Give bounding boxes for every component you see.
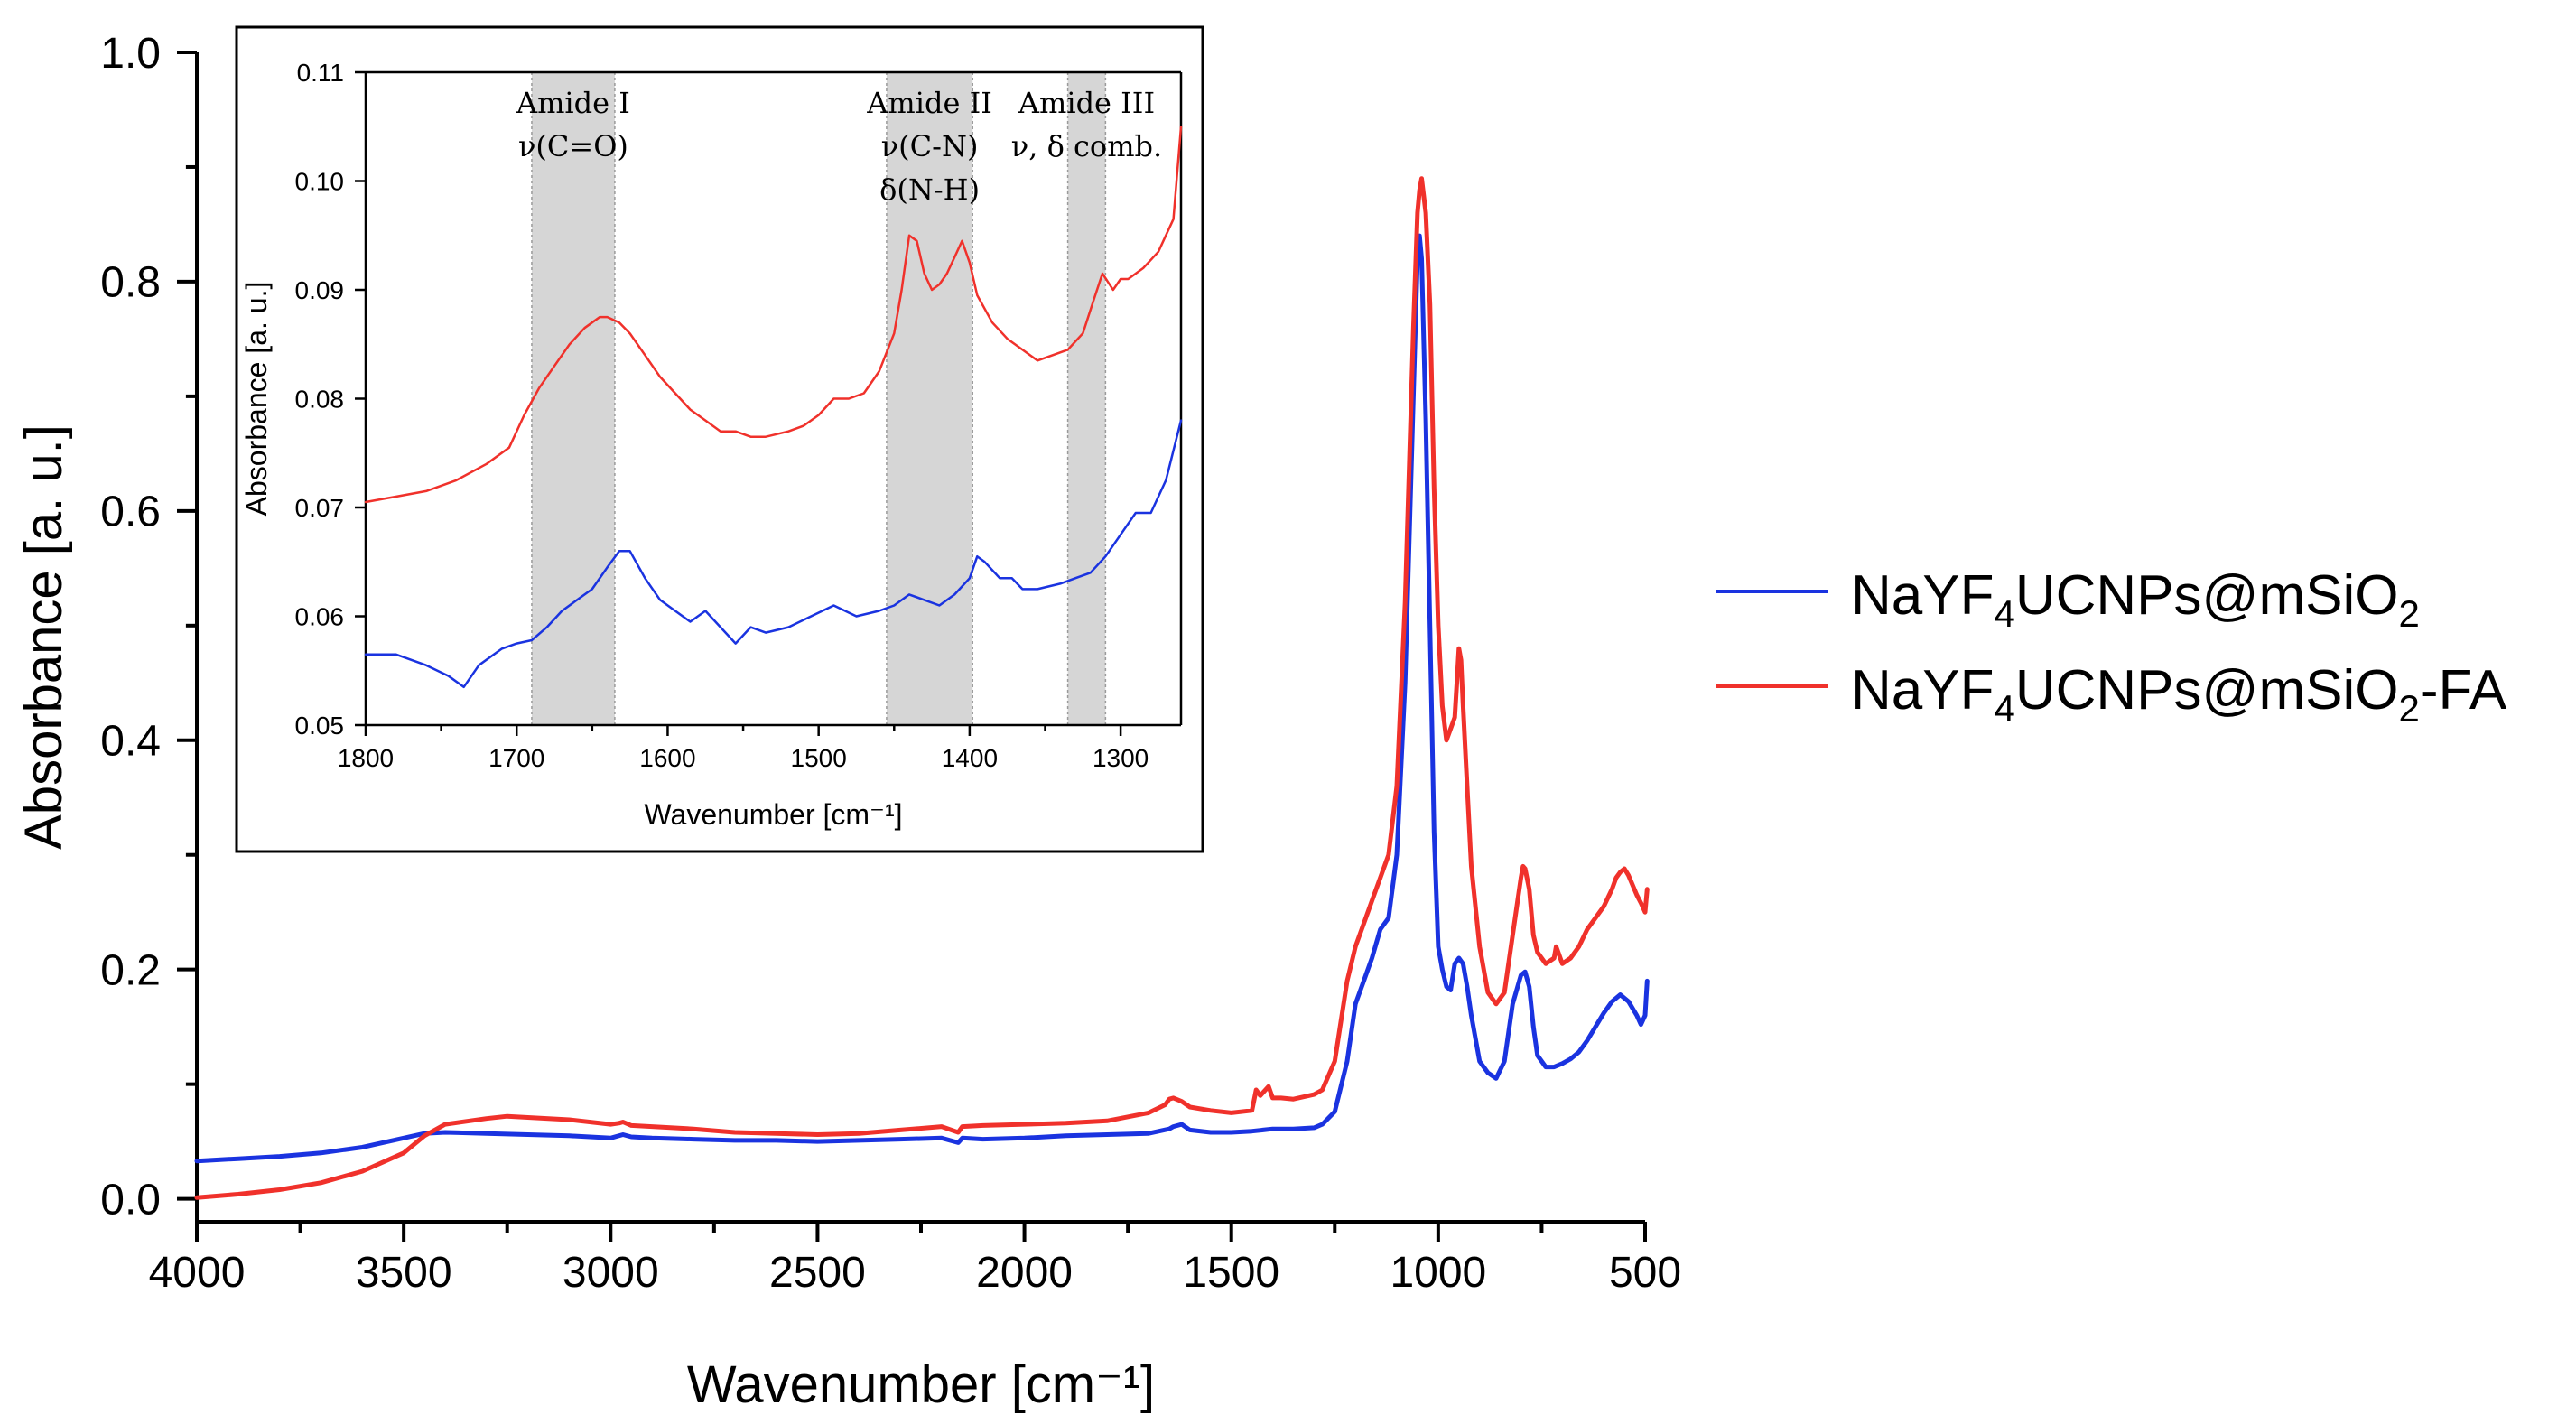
inset-y-tick-label-4: 0.09 <box>295 276 345 304</box>
inset-y-tick-label-6: 0.11 <box>297 59 344 87</box>
inset-y-tick-label-5: 0.10 <box>295 167 345 195</box>
main-x-tick-label-7: 500 <box>1609 1249 1681 1297</box>
inset-y-axis-title: Absorbance [a. u.] <box>240 282 273 517</box>
inset-x-tick-label-1: 1700 <box>488 744 544 772</box>
main-x-tick-label-6: 1000 <box>1390 1249 1486 1297</box>
inset-x-axis-title: Wavenumber [cm⁻¹] <box>645 798 903 831</box>
main-y-axis-title: Absorbance [a. u.] <box>14 424 73 850</box>
inset-band-2 <box>1067 72 1106 725</box>
inset-y-tick-label-1: 0.06 <box>295 602 345 630</box>
main-series-1 <box>194 176 1650 1200</box>
inset-band-0 <box>531 72 615 725</box>
main-x-tick-label-4: 2000 <box>976 1249 1073 1297</box>
inset-band-label-0-0: Amide I <box>516 86 630 120</box>
main-y-tick-label-5: 1.0 <box>100 30 161 78</box>
inset-series-1 <box>364 126 1183 504</box>
main-y-tick-label-0: 0.0 <box>100 1176 161 1224</box>
inset-series-0 <box>364 419 1183 689</box>
inset-frame <box>235 25 1204 853</box>
inset-band-label-2-1: ν, δ comb. <box>1011 129 1162 163</box>
inset-band-label-1-1: ν(C-N) <box>881 129 979 163</box>
main-y-tick-label-2: 0.4 <box>100 718 161 766</box>
legend-label-0: NaYF4UCNPs@mSiO2 <box>1851 564 2420 635</box>
legend-label-1: NaYF4UCNPs@mSiO2-FA <box>1851 659 2507 730</box>
main-x-tick-label-5: 1500 <box>1183 1249 1279 1297</box>
main-y-tick-label-3: 0.6 <box>100 489 161 536</box>
inset-x-tick-label-0: 1800 <box>338 744 394 772</box>
legend: NaYF4UCNPs@mSiO2 NaYF4UCNPs@mSiO2-FA <box>1716 564 2507 730</box>
main-series-0 <box>194 233 1650 1164</box>
inset-y-tick-label-2: 0.07 <box>295 494 345 522</box>
inset-band-label-1-2: δ(N-H) <box>879 172 980 207</box>
inset-chart: Amide I ν(C=O) Amide II ν(C-N) δ(N-H) Amide I… <box>235 25 1204 853</box>
inset-x-tick-label-2: 1600 <box>639 744 695 772</box>
main-y-tick-label-4: 0.8 <box>100 259 161 307</box>
inset-band-1 <box>886 72 973 725</box>
inset-x-tick-label-3: 1500 <box>791 744 847 772</box>
inset-y-tick-label-3: 0.08 <box>295 385 345 413</box>
inset-y-tick-label-0: 0.05 <box>295 712 345 740</box>
main-y-tick-label-1: 0.2 <box>100 946 161 994</box>
inset-band-label-2-0: Amide III <box>1018 86 1155 120</box>
main-x-tick-label-3: 2500 <box>769 1249 866 1297</box>
main-chart: 4000 3500 3000 2500 2000 1500 1000 500 0.0 0.2 0.4… <box>14 30 1681 1414</box>
inset-band-label-1-0: Amide II <box>866 86 992 120</box>
main-x-tick-label-2: 3000 <box>563 1249 659 1297</box>
main-x-tick-label-0: 4000 <box>149 1249 246 1297</box>
main-x-tick-label-1: 3500 <box>356 1249 452 1297</box>
inset-band-label-0-1: ν(C=O) <box>518 129 628 163</box>
inset-x-tick-label-4: 1400 <box>942 744 998 772</box>
main-x-axis-title: Wavenumber [cm⁻¹] <box>687 1355 1155 1414</box>
inset-x-tick-label-5: 1300 <box>1093 744 1149 772</box>
